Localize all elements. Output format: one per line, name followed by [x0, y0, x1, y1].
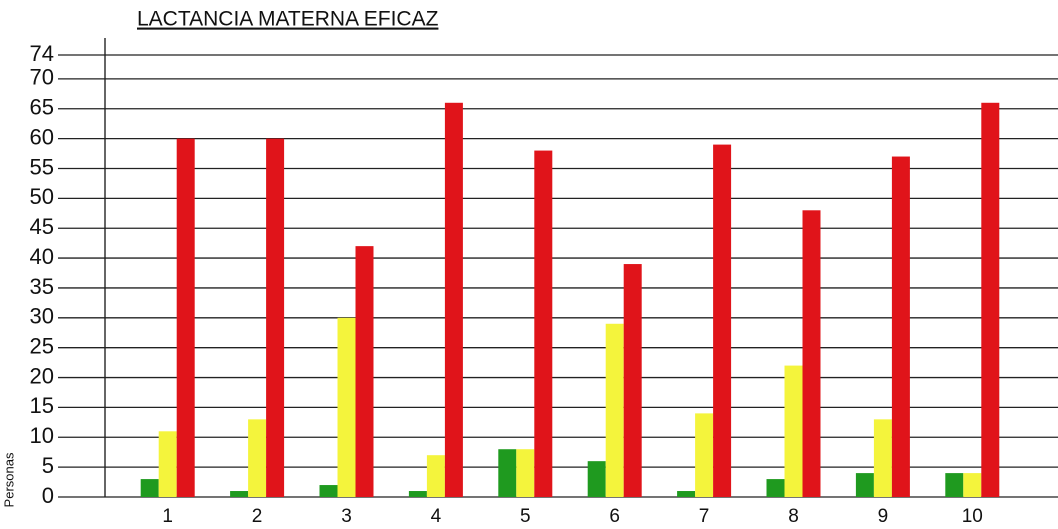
bar	[266, 138, 285, 497]
y-tick-label: 55	[30, 154, 54, 179]
y-tick-label: 50	[30, 184, 54, 209]
bar	[408, 491, 427, 497]
y-tick-label: 20	[30, 363, 54, 388]
bar	[230, 491, 249, 497]
bar	[605, 323, 624, 497]
bar	[891, 156, 910, 498]
x-tick-label: 2	[252, 506, 263, 527]
bar	[873, 419, 892, 497]
y-tick-label: 0	[42, 483, 54, 508]
bar	[802, 210, 821, 497]
x-tick-label: 1	[162, 506, 173, 527]
bar	[158, 431, 177, 497]
y-tick-label: 5	[42, 453, 54, 478]
bar	[963, 473, 982, 497]
bar	[623, 264, 642, 497]
x-tick-label: 3	[341, 506, 352, 527]
bar	[695, 413, 714, 497]
bar	[140, 479, 159, 497]
bar	[355, 246, 374, 497]
bar	[713, 144, 732, 497]
y-axis-label: Personas	[1, 452, 16, 507]
x-tick-label: 10	[962, 506, 983, 527]
x-tick-label: 5	[520, 506, 531, 527]
y-tick-label: 30	[30, 304, 54, 329]
y-tick-label: 15	[30, 393, 54, 418]
bar	[677, 491, 696, 497]
y-tick-label: 74	[30, 41, 54, 66]
x-tick-label: 9	[878, 506, 889, 527]
bar	[855, 473, 874, 497]
chart-title: LACTANCIA MATERNA EFICAZ	[137, 8, 439, 31]
x-tick-label: 4	[431, 506, 442, 527]
bar	[981, 102, 1000, 497]
bar	[766, 479, 785, 497]
bar	[498, 449, 517, 497]
y-tick-label: 25	[30, 333, 54, 358]
bar	[176, 138, 195, 497]
bar	[784, 365, 803, 497]
bar	[516, 449, 535, 497]
bar	[337, 317, 356, 497]
bar	[534, 150, 553, 497]
bar	[945, 473, 964, 497]
x-tick-label: 6	[609, 506, 620, 527]
bar	[587, 461, 606, 497]
y-tick-label: 45	[30, 214, 54, 239]
bar	[248, 419, 267, 497]
y-tick-label: 10	[30, 423, 54, 448]
y-tick-label: 40	[30, 244, 54, 269]
y-tick-label: 60	[30, 124, 54, 149]
y-tick-label: 70	[30, 65, 54, 90]
y-tick-label: 65	[30, 95, 54, 120]
x-tick-label: 8	[788, 506, 799, 527]
x-tick-label: 7	[699, 506, 710, 527]
bar	[426, 455, 445, 497]
bar	[319, 485, 338, 497]
y-tick-label: 35	[30, 274, 54, 299]
bar	[444, 102, 463, 497]
